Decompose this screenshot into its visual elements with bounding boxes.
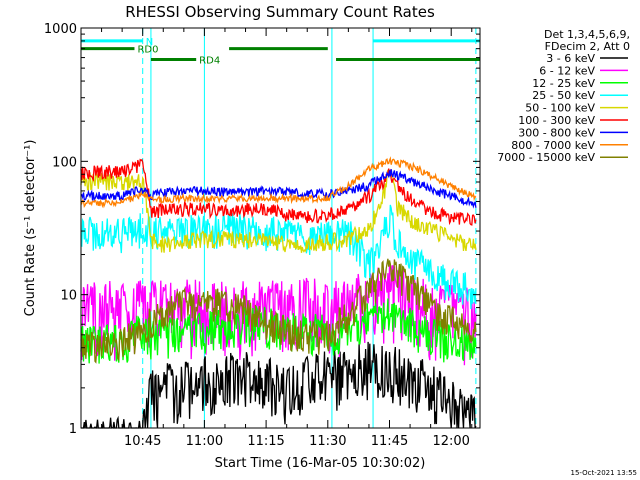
timestamp-stamp: 15-Oct-2021 13:55 [571, 469, 637, 477]
series-line-6 [80, 169, 477, 209]
state-bar-label-2: RD4 [199, 56, 220, 67]
x-tick-label-4: 11:45 [371, 434, 408, 449]
chart-title: RHESSI Observing Summary Count Rates [125, 3, 435, 21]
x-tick-label-1: 11:00 [186, 434, 223, 449]
y-tick-label-2: 100 [52, 155, 77, 170]
x-axis-label: Start Time (16-Mar-05 10:30:02) [215, 456, 426, 471]
legend-label-4: 50 - 100 keV [525, 102, 595, 115]
state-bar-label-1: RD0 [137, 45, 158, 56]
legend: Det 1,3,4,5,6,9, FDecim 2, Att 0 3 - 6 k… [497, 28, 630, 164]
ticks-layer: 1 10 100 1000 10:45 11:00 11:15 11:30 11:45 12:00 [44, 22, 480, 449]
series-line-8 [80, 258, 477, 364]
legend-label-3: 25 - 50 keV [532, 89, 595, 102]
legend-label-0: 3 - 6 keV [546, 52, 595, 65]
y-tick-label-1: 10 [60, 289, 77, 304]
legend-header-line-1: Det 1,3,4,5,6,9, [544, 28, 630, 41]
plot-frame [80, 27, 481, 429]
legend-label-1: 6 - 12 keV [539, 64, 595, 77]
x-tick-label-3: 11:30 [309, 434, 346, 449]
x-tick-label-0: 10:45 [124, 434, 161, 449]
legend-label-8: 7000 - 15000 keV [497, 151, 595, 164]
legend-label-6: 300 - 800 keV [518, 126, 595, 139]
legend-label-5: 100 - 300 keV [518, 114, 595, 127]
y-axis-label: Count Rate (s⁻¹ detector⁻¹) [23, 140, 38, 317]
legend-label-7: 800 - 7000 keV [511, 139, 595, 152]
series-line-0 [81, 341, 477, 429]
x-tick-label-5: 12:00 [432, 434, 469, 449]
series-line-3 [80, 204, 477, 310]
legend-header-line-2: FDecim 2, Att 0 [545, 40, 630, 53]
series-line-2 [80, 298, 477, 364]
state-bar-label-0: N [146, 37, 153, 48]
y-tick-label-3: 1000 [44, 22, 77, 37]
series-line-4 [80, 169, 477, 253]
legend-label-2: 12 - 25 keV [532, 77, 595, 90]
y-tick-label-0: 1 [69, 422, 77, 437]
series-line-5 [80, 158, 477, 226]
x-tick-label-2: 11:15 [247, 434, 284, 449]
series-line-7 [80, 156, 477, 209]
series-layer [80, 156, 477, 429]
